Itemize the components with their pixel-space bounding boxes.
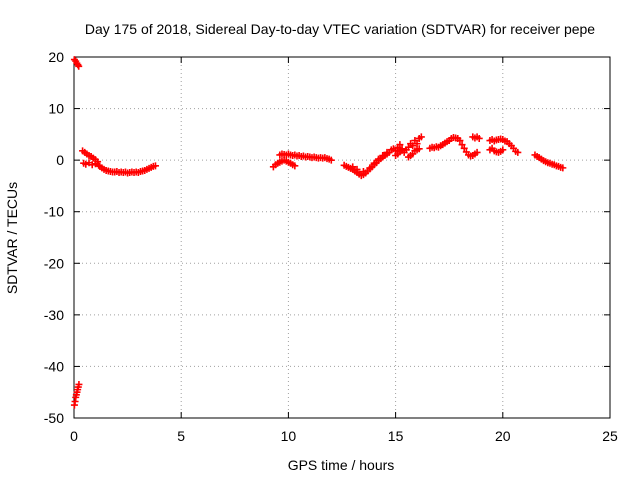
y-tick-label: -30 bbox=[44, 307, 64, 323]
data-points bbox=[70, 56, 567, 409]
y-tick-labels: -50 -40 -30 -20 -10 0 10 20 bbox=[44, 49, 64, 426]
plot-frame bbox=[73, 56, 611, 419]
x-tick-label: 5 bbox=[177, 428, 185, 444]
y-tick-label: -50 bbox=[44, 410, 64, 426]
data-point bbox=[413, 140, 421, 148]
data-point bbox=[417, 133, 425, 141]
chart-title: Day 175 of 2018, Sidereal Day-to-day VTE… bbox=[85, 21, 595, 37]
x-tick-label: 20 bbox=[495, 428, 511, 444]
data-point bbox=[409, 142, 417, 150]
data-point bbox=[291, 162, 299, 170]
data-point bbox=[456, 137, 464, 145]
data-point bbox=[458, 141, 466, 149]
x-tick-label: 15 bbox=[388, 428, 404, 444]
y-tick-label: 0 bbox=[56, 152, 64, 168]
y-tick-label: 10 bbox=[48, 101, 64, 117]
data-point bbox=[88, 161, 96, 169]
data-point bbox=[475, 134, 483, 142]
data-point bbox=[396, 141, 404, 149]
data-point bbox=[374, 155, 382, 163]
data-point bbox=[366, 164, 374, 172]
x-axis-title: GPS time / hours bbox=[288, 457, 395, 473]
data-point bbox=[75, 62, 83, 70]
x-tick-label: 25 bbox=[602, 428, 618, 444]
data-point bbox=[559, 164, 567, 172]
y-tick-label: 20 bbox=[48, 49, 64, 65]
axis-ticks bbox=[73, 56, 611, 419]
data-point bbox=[514, 148, 522, 156]
y-tick-label: -20 bbox=[44, 255, 64, 271]
data-point bbox=[379, 152, 387, 160]
data-point bbox=[415, 145, 423, 153]
data-point bbox=[75, 380, 83, 388]
x-tick-label: 0 bbox=[70, 428, 78, 444]
data-point bbox=[359, 167, 367, 175]
grid bbox=[74, 57, 610, 418]
data-point bbox=[370, 159, 378, 167]
x-tick-label: 10 bbox=[281, 428, 297, 444]
y-axis-title: SDTVAR / TECUs bbox=[4, 182, 20, 294]
data-point bbox=[404, 143, 412, 151]
data-point bbox=[151, 162, 159, 170]
data-point bbox=[327, 156, 335, 164]
data-point bbox=[499, 146, 507, 154]
data-point bbox=[473, 148, 481, 156]
x-tick-labels: 0 5 10 15 20 25 bbox=[70, 428, 618, 444]
data-point bbox=[349, 163, 357, 171]
data-point bbox=[353, 165, 361, 173]
data-point bbox=[460, 144, 468, 152]
y-tick-label: -40 bbox=[44, 358, 64, 374]
y-tick-label: -10 bbox=[44, 204, 64, 220]
